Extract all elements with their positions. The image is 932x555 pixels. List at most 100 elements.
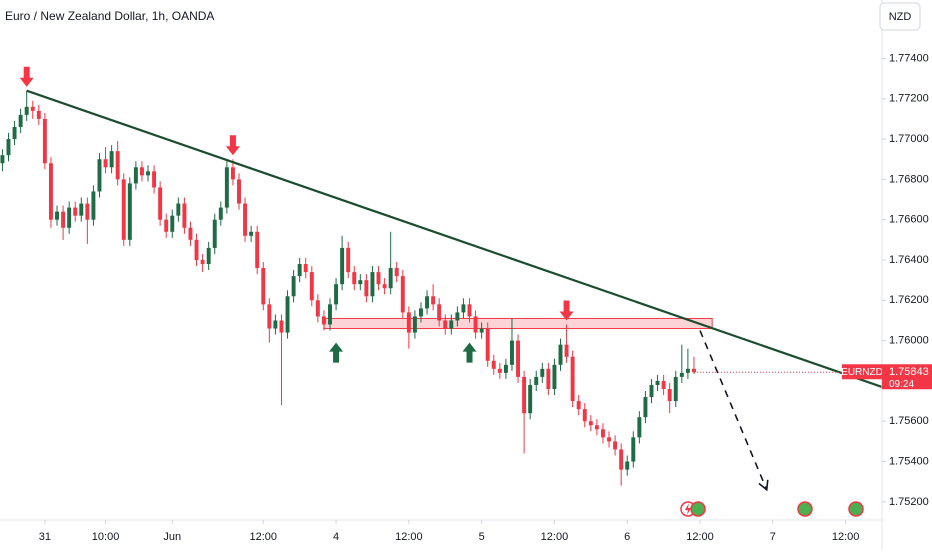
candle-body	[309, 272, 314, 301]
candle-body	[570, 356, 575, 402]
candle-body	[164, 219, 169, 232]
event-icon-glyph	[685, 503, 691, 515]
candle-body	[212, 219, 217, 248]
candle-body	[558, 344, 563, 365]
candle-body	[194, 239, 199, 260]
candle-body	[206, 247, 211, 265]
symbol-label: EURNZD	[841, 367, 883, 378]
candle-body	[467, 304, 472, 317]
candle-body	[406, 312, 411, 333]
candle-body	[243, 203, 248, 236]
candle-body	[691, 368, 696, 373]
arrow-marker	[462, 342, 477, 363]
candle-body	[30, 106, 35, 111]
y-tick-label: 1.75200	[889, 496, 929, 508]
candle-body	[67, 207, 72, 228]
candle-body	[637, 417, 642, 438]
candle-body	[334, 284, 339, 305]
projection-line	[699, 330, 768, 491]
candle-body	[340, 247, 345, 285]
candle-body	[176, 203, 181, 216]
candle-body	[55, 211, 59, 220]
arrow-marker	[19, 66, 34, 87]
currency-label[interactable]: NZD	[889, 11, 912, 23]
candle-body	[103, 159, 108, 168]
candle-body	[388, 268, 393, 289]
y-tick-label: 1.76000	[889, 335, 929, 347]
countdown-label: 09:24	[889, 379, 914, 390]
candle-body	[297, 264, 302, 277]
candle-body	[61, 211, 66, 228]
candle-body	[303, 264, 308, 273]
candle-body	[182, 203, 187, 228]
candle-body	[503, 364, 508, 373]
candle-body	[237, 179, 241, 204]
x-tick-label: Jun	[163, 531, 181, 543]
candle-body	[352, 272, 357, 285]
event-icon[interactable]	[848, 501, 864, 517]
candle-body	[91, 191, 96, 220]
candle-body	[473, 316, 478, 333]
candle-body	[613, 441, 618, 450]
y-tick-label: 1.77400	[889, 52, 929, 64]
y-tick-label: 1.76400	[889, 254, 929, 266]
candle-body	[600, 429, 605, 438]
last-price-tag	[882, 364, 932, 390]
candle-body	[12, 126, 17, 140]
y-tick-label: 1.76800	[889, 173, 929, 185]
candle-body	[625, 461, 630, 470]
trendline	[26, 89, 883, 389]
candle-body	[546, 368, 551, 389]
candle-body	[170, 215, 175, 232]
candle-body	[139, 167, 144, 176]
candle-body	[534, 376, 539, 385]
x-tick-label: 12:00	[541, 531, 569, 543]
candle-body	[522, 376, 527, 414]
x-tick-label: 12:00	[832, 531, 860, 543]
candle-body	[552, 364, 557, 389]
candle-body	[655, 380, 660, 385]
candle-body	[455, 312, 460, 321]
candle-body	[485, 328, 490, 361]
candle-body	[6, 139, 11, 156]
candle-body	[261, 268, 266, 305]
candle-body	[315, 300, 320, 317]
y-tick-label: 1.75400	[889, 455, 929, 467]
candle-body	[643, 397, 648, 418]
candle-body	[328, 304, 332, 325]
y-tick-label: 1.77200	[889, 93, 929, 105]
candle-body	[528, 384, 533, 414]
candle-body	[649, 384, 654, 398]
candle-body	[127, 183, 132, 240]
chart-title: Euro / New Zealand Dollar, 1h, OANDA	[5, 9, 214, 23]
candle-body	[152, 171, 157, 188]
candle-body	[364, 280, 369, 297]
candle-body	[540, 368, 545, 377]
currency-button[interactable]	[879, 2, 921, 31]
candle-body	[461, 304, 466, 313]
x-tick-label: 6	[624, 531, 630, 543]
candle-body	[412, 316, 417, 333]
x-tick-label: 5	[479, 531, 485, 543]
candle-body	[273, 320, 278, 329]
candle-body	[358, 280, 363, 285]
candle-body	[564, 344, 569, 357]
candle-body	[146, 171, 150, 176]
candle-body	[449, 320, 454, 329]
y-tick-label: 1.76600	[889, 214, 929, 226]
candle-body	[425, 296, 430, 309]
candle-body	[48, 163, 53, 220]
candle-body	[109, 151, 114, 168]
candle-body	[394, 268, 399, 277]
candle-body	[321, 316, 326, 325]
arrow-marker	[225, 135, 240, 156]
candle-body	[619, 449, 624, 470]
event-icon[interactable]	[797, 501, 813, 517]
candle-body	[382, 284, 387, 289]
event-icon[interactable]	[690, 501, 706, 517]
resistance-zone	[323, 317, 713, 330]
candle-body	[510, 340, 514, 365]
candle-body	[588, 421, 593, 426]
candle-body	[661, 380, 666, 389]
